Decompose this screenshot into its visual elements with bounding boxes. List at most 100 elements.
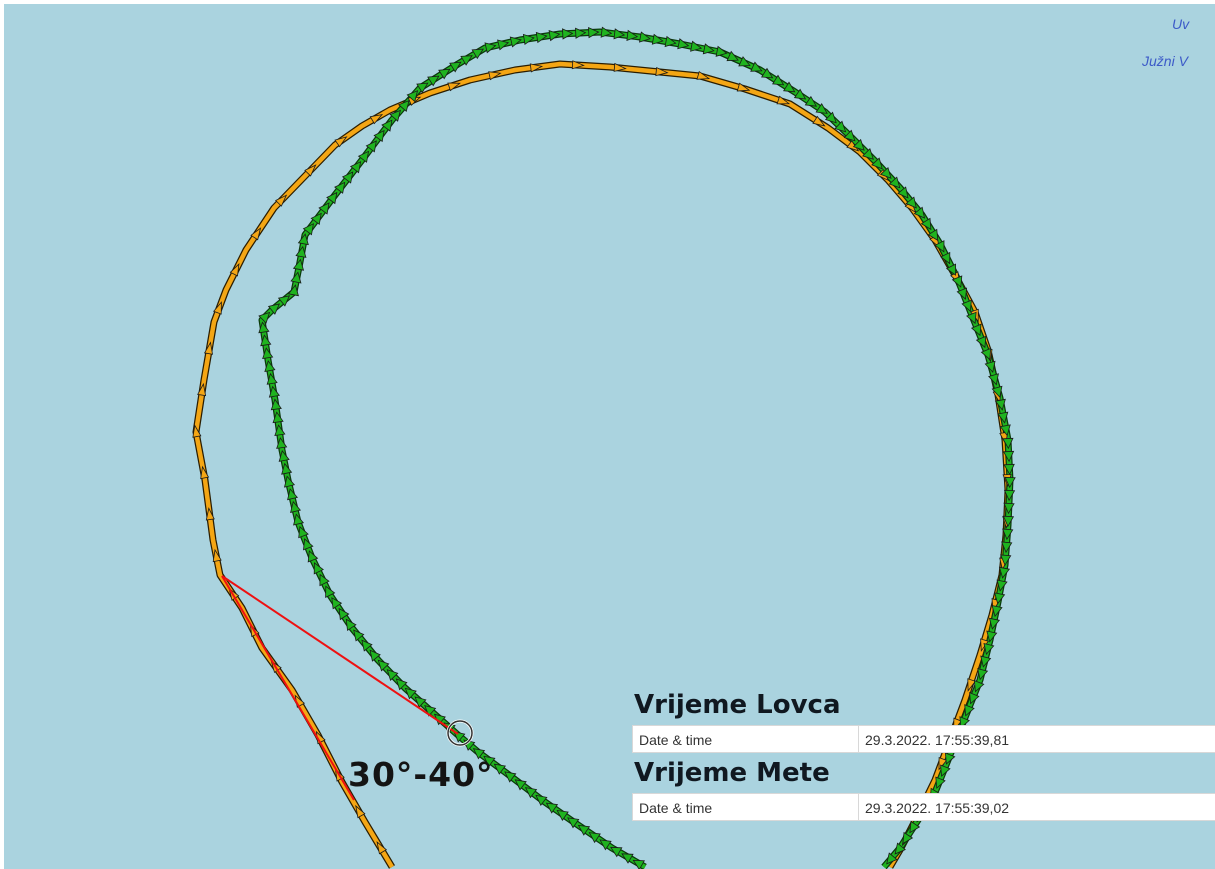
target-direction-arrow <box>804 95 818 107</box>
target-direction-arrow <box>260 334 272 347</box>
target-direction-arrow <box>297 233 309 246</box>
hunter-direction-arrow <box>488 71 502 81</box>
hunter-time-title: Vrijeme Lovca <box>634 690 841 720</box>
target-direction-arrow <box>556 809 569 821</box>
target-direction-arrow <box>287 284 299 297</box>
map-place-label-1: Uv <box>1172 16 1190 32</box>
target-direction-arrow <box>414 696 427 708</box>
hunter-direction-arrow <box>203 341 213 355</box>
target-time-key: Date & time <box>633 794 859 820</box>
hunter-direction-arrow <box>275 194 288 207</box>
target-direction-arrow <box>1004 476 1016 489</box>
hunter-direction-arrow <box>736 82 751 92</box>
target-direction-arrow <box>927 228 939 242</box>
target-direction-arrow <box>266 372 278 385</box>
target-direction-arrow <box>1002 528 1014 541</box>
target-direction-arrow <box>524 787 538 799</box>
target-time-title: Vrijeme Mete <box>634 758 830 788</box>
target-direction-arrow <box>934 240 945 253</box>
target-direction-arrow <box>991 604 1003 618</box>
target-direction-arrow <box>975 335 987 349</box>
target-direction-arrow <box>493 763 507 775</box>
target-direction-arrow <box>514 779 527 791</box>
target-direction-arrow <box>386 669 399 681</box>
target-direction-arrow <box>945 263 957 276</box>
target-direction-arrow <box>1002 450 1015 463</box>
target-direction-arrow <box>588 832 601 844</box>
target-direction-arrow <box>983 642 995 656</box>
target-direction-arrow <box>268 385 281 398</box>
target-direction-arrow <box>353 629 365 642</box>
target-direction-arrow <box>986 630 998 643</box>
hunter-time-key: Date & time <box>633 726 859 752</box>
target-direction-arrow <box>599 839 612 851</box>
target-direction-arrow <box>772 74 785 86</box>
target-direction-arrow <box>610 846 623 858</box>
target-direction-arrow <box>577 824 591 836</box>
target-direction-arrow <box>310 212 322 226</box>
target-direction-arrow <box>270 398 282 411</box>
target-direction-arrow <box>307 550 319 563</box>
hunter-time-value: 29.3.2022. 17:55:39,81 <box>865 732 1010 748</box>
target-direction-arrow <box>438 68 451 80</box>
target-time-row[interactable]: Date & time 29.3.2022. 17:55:39,02 <box>632 793 1215 821</box>
target-direction-arrow <box>909 820 921 834</box>
target-direction-arrow <box>449 61 462 73</box>
target-direction-arrow <box>338 607 350 621</box>
target-direction-arrow <box>345 618 357 631</box>
target-direction-arrow <box>940 251 951 265</box>
target-direction-arrow <box>988 617 1001 630</box>
target-time-value: 29.3.2022. 17:55:39,02 <box>865 800 1010 816</box>
target-direction-arrow <box>886 852 898 865</box>
target-direction-arrow <box>824 111 837 124</box>
target-direction-arrow <box>970 323 982 337</box>
hunter-direction-arrow <box>229 263 240 277</box>
target-direction-arrow <box>999 424 1011 437</box>
target-direction-arrow <box>290 500 302 513</box>
target-direction-arrow <box>272 411 284 424</box>
hunter-direction-arrow <box>376 841 387 855</box>
target-direction-arrow <box>361 639 373 652</box>
target-direction-arrow <box>397 99 410 113</box>
target-direction-arrow <box>389 109 401 122</box>
target-direction-arrow <box>258 311 271 324</box>
target-direction-arrow <box>349 161 362 174</box>
target-direction-arrow <box>984 360 996 373</box>
target-direction-arrow <box>373 129 385 143</box>
track-layer <box>192 26 1016 869</box>
hunter-direction-arrow <box>205 507 215 521</box>
target-direction-arrow <box>404 687 417 700</box>
hunter-direction-arrow <box>613 62 627 72</box>
target-direction-arrow <box>298 525 309 539</box>
target-direction-arrow <box>888 176 901 189</box>
target-direction-arrow <box>509 36 522 48</box>
target-direction-arrow <box>292 258 305 271</box>
target-direction-arrow <box>834 120 847 133</box>
target-direction-arrow <box>626 29 639 41</box>
target-direction-arrow <box>994 398 1006 411</box>
target-direction-arrow <box>1003 489 1016 502</box>
hunter-direction-arrow <box>812 115 826 127</box>
target-direction-arrow <box>902 831 914 845</box>
target-direction-arrow <box>290 271 302 284</box>
target-direction-arrow <box>258 321 270 334</box>
target-direction-arrow <box>793 88 807 100</box>
hunter-direction-arrow <box>355 804 366 819</box>
hunter-direction-arrow <box>304 164 317 177</box>
map-view[interactable]: Uv Južni V <box>4 4 1215 869</box>
target-direction-arrow <box>497 39 510 51</box>
hunter-direction-arrow <box>369 114 384 125</box>
target-direction-arrow <box>935 776 946 789</box>
target-direction-arrow <box>381 119 393 132</box>
target-direction-arrow <box>472 748 486 760</box>
target-direction-arrow <box>548 30 561 42</box>
sightline-to-target <box>221 575 459 735</box>
target-direction-arrow <box>325 585 336 598</box>
hunter-direction-arrow <box>212 548 222 563</box>
hunter-time-row[interactable]: Date & time 29.3.2022. 17:55:39,81 <box>632 725 1215 753</box>
hunter-heading-line <box>221 575 355 801</box>
target-direction-arrow <box>522 33 535 46</box>
target-direction-arrow <box>341 171 354 184</box>
target-direction-arrow <box>964 704 975 717</box>
target-direction-arrow <box>638 31 651 43</box>
